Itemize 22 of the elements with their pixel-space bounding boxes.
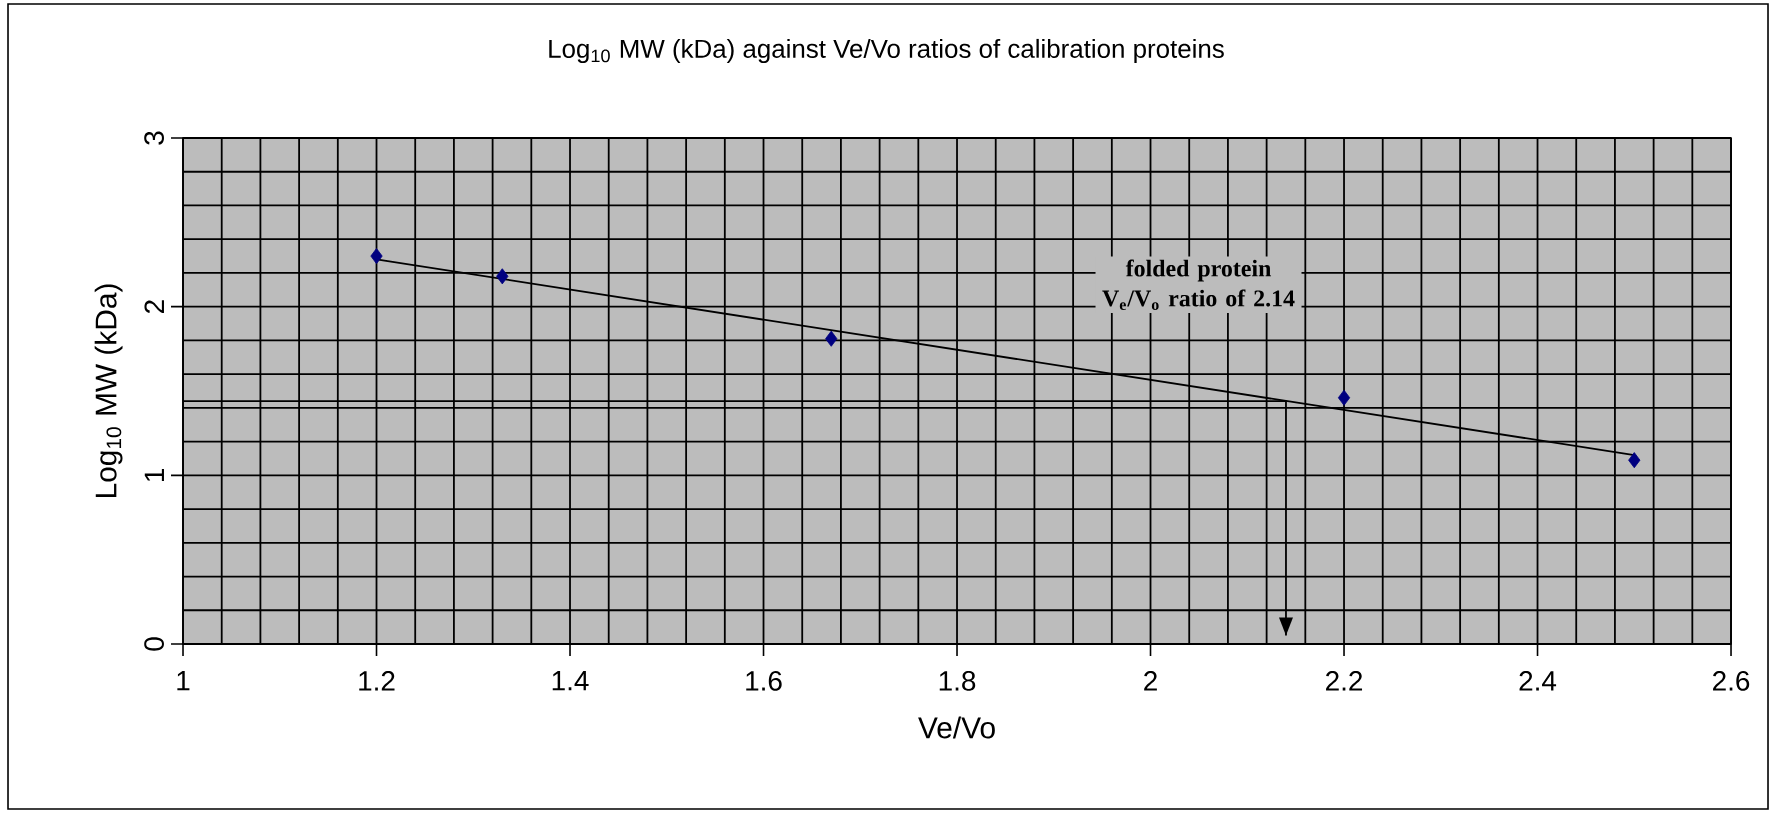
x-tick-label: 1 [177,671,190,691]
x-axis-title: Ve/Vo [918,716,995,739]
x-tick-label: 2 [1144,671,1157,691]
point [1337,389,1351,406]
y-tick-label: 3 [144,131,164,145]
chart-title: Log$_{10}$ MW (kDa) against Ve/Vo ratios of calibration proteins [549,38,1224,64]
x-tick-label: 1.2 [359,671,395,691]
point [370,248,383,265]
x-tick-label: 1.8 [939,671,976,691]
y-axis-title: Log$_{10}$ MW (kDa) [94,284,123,498]
x-tick-label: 1.4 [552,671,589,691]
x-tick-label: 2.4 [1519,671,1557,691]
point [496,268,509,285]
y-tick-label: 2 [144,300,164,314]
x-tick-label: 2.6 [1713,671,1750,691]
y-tick-label: 1 [144,468,164,481]
point [1628,452,1641,469]
annotation: folded protein V$_{e}$/V$_{o}$ ratio of 2.14 [1102,259,1295,310]
x-tick-label: 1.6 [746,671,782,691]
point [825,330,838,347]
x-tick-label: 2.2 [1326,671,1363,691]
y-tick-label: 0 [144,637,164,651]
